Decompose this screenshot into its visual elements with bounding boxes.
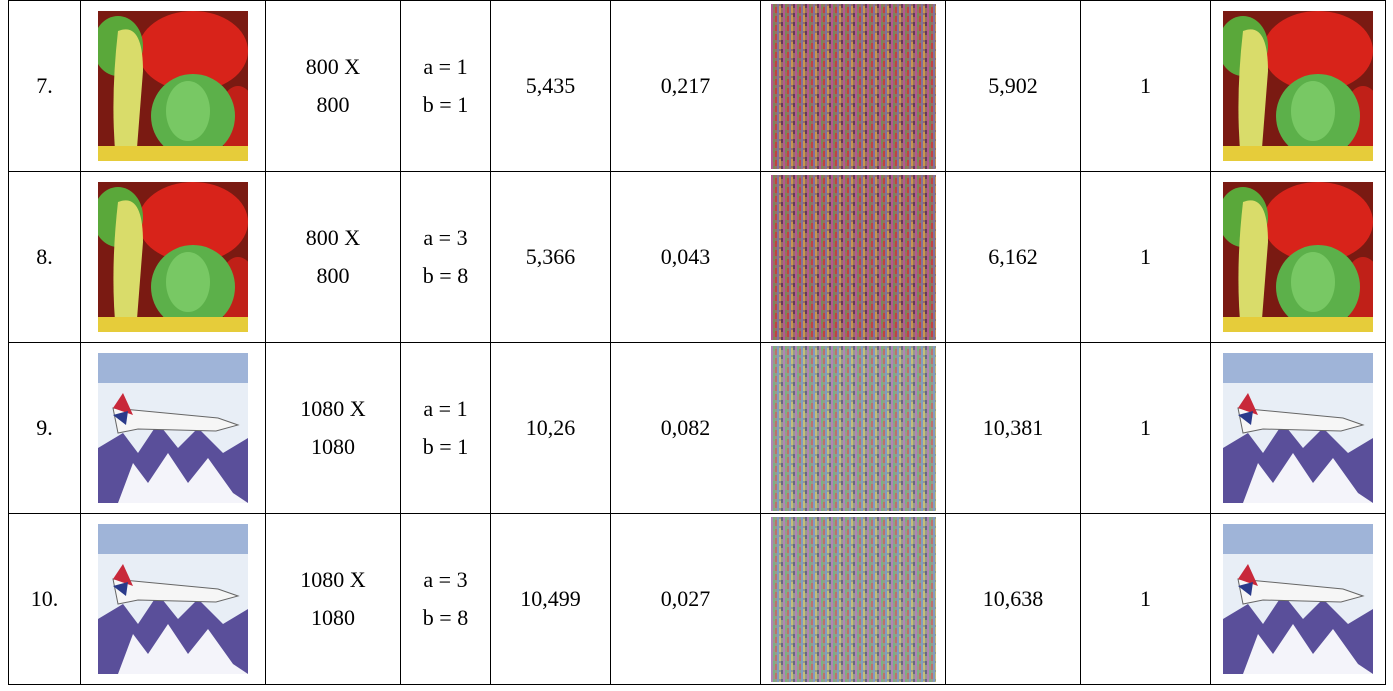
row-number: 7.	[9, 1, 81, 172]
cell-text: 8.	[36, 244, 53, 269]
cell-text: 0,217	[661, 73, 711, 98]
decrypted-image	[1211, 514, 1386, 685]
encrypted-image	[761, 343, 946, 514]
cell-text: 1080 X	[266, 390, 400, 428]
cell-text: 7.	[36, 73, 53, 98]
cell-text: 10,381	[983, 415, 1044, 440]
value-cell: 1	[1081, 514, 1211, 685]
cell-text: 9.	[36, 415, 53, 440]
image	[771, 175, 936, 340]
cell-text: a = 3	[401, 561, 490, 599]
cell-text: 800 X	[266, 48, 400, 86]
cell-text: 10,26	[526, 415, 576, 440]
image	[98, 182, 248, 332]
cell-text: b = 8	[401, 257, 490, 295]
row-number: 8.	[9, 172, 81, 343]
page: {"table": {"rows": [ {"no": "7.", "size"…	[0, 0, 1393, 691]
value-cell: 5,366	[491, 172, 611, 343]
original-image	[81, 343, 266, 514]
encrypted-image	[761, 1, 946, 172]
cell-text: b = 1	[401, 86, 490, 124]
value-cell: 10,381	[946, 343, 1081, 514]
cell-text: 10,499	[520, 586, 581, 611]
image	[1223, 353, 1373, 503]
decrypted-image	[1211, 343, 1386, 514]
cell-text: b = 8	[401, 599, 490, 637]
image	[1223, 11, 1373, 161]
encrypted-image	[761, 514, 946, 685]
cell-text: a = 1	[401, 390, 490, 428]
cell-text: a = 3	[401, 219, 490, 257]
value-cell: 1	[1081, 1, 1211, 172]
cell-text: 6,162	[988, 244, 1038, 269]
row-number: 9.	[9, 343, 81, 514]
value-cell: 1	[1081, 343, 1211, 514]
image	[1223, 524, 1373, 674]
cell-text: 0,082	[661, 415, 711, 440]
cell-text: 10.	[31, 586, 59, 611]
cell-text: 5,366	[526, 244, 576, 269]
original-image	[81, 514, 266, 685]
image	[771, 4, 936, 169]
value-cell: 0,027	[611, 514, 761, 685]
image	[98, 524, 248, 674]
cell-text: b = 1	[401, 428, 490, 466]
image	[98, 11, 248, 161]
value-cell: 6,162	[946, 172, 1081, 343]
image	[771, 517, 936, 682]
cell-text: 1	[1140, 415, 1151, 440]
value-cell: 1	[1081, 172, 1211, 343]
cell-text: 800	[266, 257, 400, 295]
cell-text: 1	[1140, 73, 1151, 98]
cell-text: 800 X	[266, 219, 400, 257]
cell-text: 1	[1140, 586, 1151, 611]
value-cell: 0,082	[611, 343, 761, 514]
image	[1223, 182, 1373, 332]
cell-text: 0,043	[661, 244, 711, 269]
original-image	[81, 172, 266, 343]
decrypted-image	[1211, 1, 1386, 172]
cell-text: 1080 X	[266, 561, 400, 599]
value-cell: 10,499	[491, 514, 611, 685]
image	[771, 346, 936, 511]
cell-text: 800	[266, 86, 400, 124]
cell-text: 1080	[266, 599, 400, 637]
decrypted-image	[1211, 172, 1386, 343]
value-cell: 0,217	[611, 1, 761, 172]
value-cell: 10,638	[946, 514, 1081, 685]
encrypted-image	[761, 172, 946, 343]
cell-text: 1	[1140, 244, 1151, 269]
image	[98, 353, 248, 503]
cell-text: a = 1	[401, 48, 490, 86]
cell-text: 5,902	[988, 73, 1038, 98]
cell-text: 5,435	[526, 73, 576, 98]
cell-text: 10,638	[983, 586, 1044, 611]
value-cell: 10,26	[491, 343, 611, 514]
cell-text: 0,027	[661, 586, 711, 611]
row-number: 10.	[9, 514, 81, 685]
cell-text: 1080	[266, 428, 400, 466]
value-cell: 5,902	[946, 1, 1081, 172]
original-image	[81, 1, 266, 172]
value-cell: 0,043	[611, 172, 761, 343]
value-cell: 5,435	[491, 1, 611, 172]
